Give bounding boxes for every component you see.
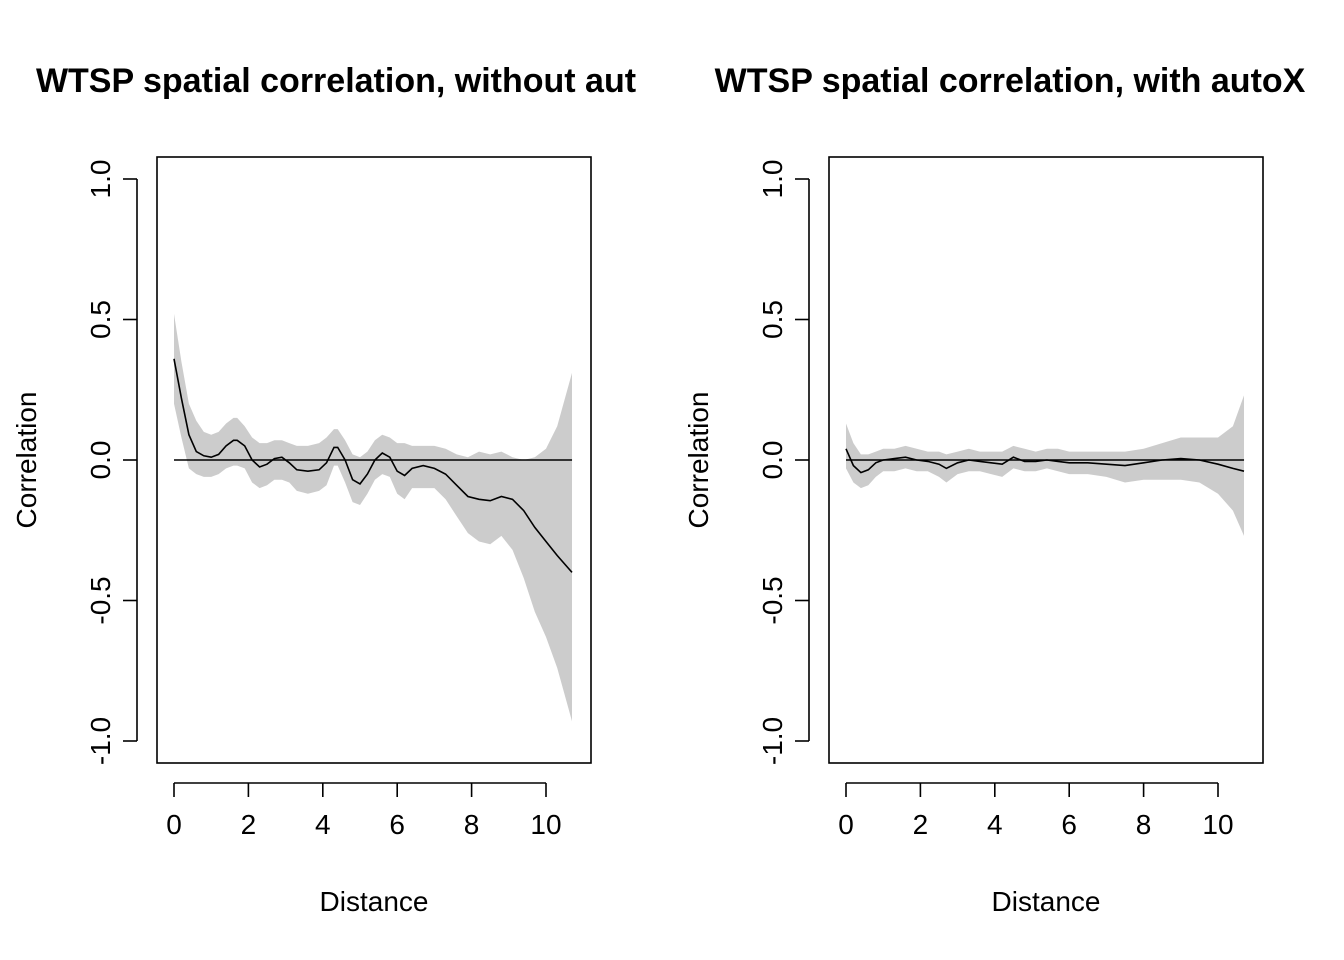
y-tick-label: -0.5 xyxy=(85,576,116,624)
confidence-band xyxy=(174,313,572,722)
x-tick-label: 4 xyxy=(315,809,331,840)
y-tick-label: -1.0 xyxy=(757,717,788,765)
y-tick-label: 0.0 xyxy=(757,441,788,480)
x-tick-label: 0 xyxy=(166,809,182,840)
x-tick-label: 10 xyxy=(530,809,561,840)
y-axis-label: Correlation xyxy=(11,392,42,529)
x-tick-label: 2 xyxy=(913,809,929,840)
chart-title: WTSP spatial correlation, without aut xyxy=(36,62,636,100)
x-tick-label: 8 xyxy=(1136,809,1152,840)
correlation-line xyxy=(173,358,573,573)
x-axis-label: Distance xyxy=(992,886,1101,917)
plot-frame xyxy=(156,156,592,764)
y-tick-label: 1.0 xyxy=(85,160,116,199)
x-tick-label: 4 xyxy=(987,809,1003,840)
chart-title: WTSP spatial correlation, with autoX xyxy=(715,62,1306,100)
y-axis-label: Correlation xyxy=(683,392,714,529)
y-tick-label: 0.5 xyxy=(85,300,116,339)
chart-panel-1: WTSP spatial correlation, without aut 0 2 4… xyxy=(11,62,636,917)
y-tick-label: -0.5 xyxy=(757,576,788,624)
x-tick-label: 6 xyxy=(389,809,405,840)
x-tick-label: 0 xyxy=(838,809,854,840)
correlation-line xyxy=(845,448,1245,474)
plot-frame xyxy=(828,156,1264,764)
x-tick-label: 2 xyxy=(241,809,257,840)
y-tick-label: 0.0 xyxy=(85,441,116,480)
x-tick-label: 8 xyxy=(464,809,480,840)
chart-panel-2: WTSP spatial correlation, with autoX 0 2 4 6… xyxy=(683,62,1306,917)
y-tick-label: 0.5 xyxy=(757,300,788,339)
y-tick-label: -1.0 xyxy=(85,717,116,765)
x-tick-label: 6 xyxy=(1061,809,1077,840)
confidence-band xyxy=(846,395,1244,536)
x-tick-label: 10 xyxy=(1202,809,1233,840)
y-tick-label: 1.0 xyxy=(757,160,788,199)
x-axis-label: Distance xyxy=(320,886,429,917)
